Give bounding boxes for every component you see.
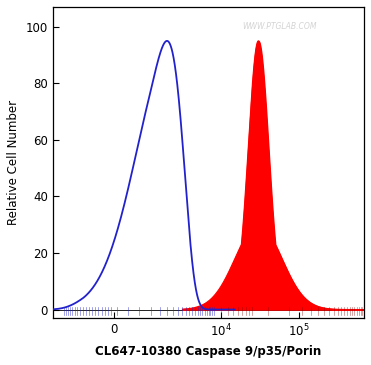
- Text: WWW.PTGLAB.COM: WWW.PTGLAB.COM: [243, 23, 317, 31]
- Y-axis label: Relative Cell Number: Relative Cell Number: [7, 100, 20, 225]
- X-axis label: CL647-10380 Caspase 9/p35/Porin: CL647-10380 Caspase 9/p35/Porin: [95, 345, 321, 358]
